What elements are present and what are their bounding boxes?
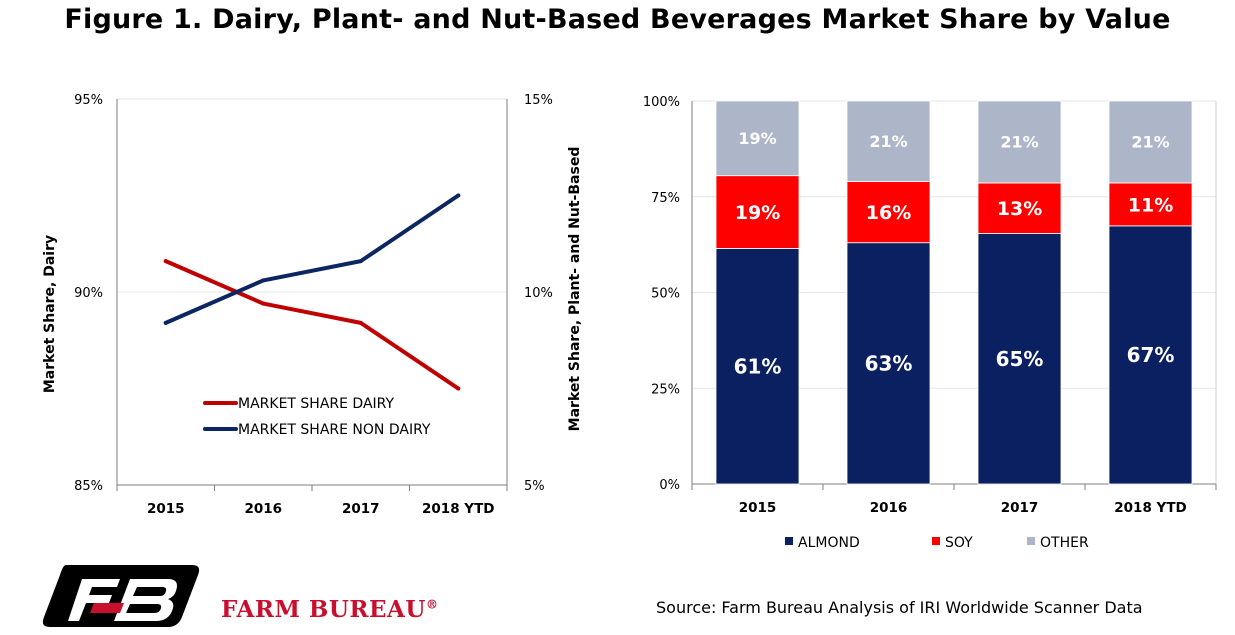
data-label: 65% bbox=[996, 347, 1044, 371]
y-tick-label: 95% bbox=[74, 93, 103, 108]
data-label: 61% bbox=[734, 354, 782, 378]
y-tick-label: 85% bbox=[74, 479, 103, 494]
bar-soy bbox=[715, 175, 800, 249]
legend-swatch bbox=[785, 537, 793, 545]
y-tick-label: 100% bbox=[643, 95, 680, 110]
x-tick-label: 2016 bbox=[870, 500, 908, 516]
bar-other bbox=[1108, 100, 1193, 184]
y-tick-label: 25% bbox=[651, 382, 680, 397]
x-tick-label: 2018 YTD bbox=[422, 501, 494, 517]
data-label: 63% bbox=[865, 352, 913, 376]
data-label: 13% bbox=[997, 198, 1042, 220]
x-tick-label: 2017 bbox=[342, 501, 380, 517]
series-line-non-dairy bbox=[163, 193, 461, 325]
bar-soy bbox=[977, 182, 1062, 234]
data-label: 16% bbox=[866, 202, 911, 224]
data-label: 19% bbox=[738, 129, 776, 148]
legend-label: MARKET SHARE DAIRY bbox=[238, 396, 394, 412]
fb-logo-icon bbox=[42, 565, 200, 627]
x-tick-label: 2018 YTD bbox=[1114, 500, 1186, 516]
x-tick-label: 2015 bbox=[739, 500, 777, 516]
y-tick-label: 90% bbox=[74, 286, 103, 301]
y-axis-title: Market Share, Dairy bbox=[42, 235, 58, 393]
y2-axis-title: Market Share, Plant- and Nut-Based bbox=[567, 147, 583, 432]
source-note: Source: Farm Bureau Analysis of IRI Worl… bbox=[656, 598, 1143, 617]
data-point bbox=[261, 278, 266, 283]
bar-almond bbox=[977, 233, 1062, 485]
data-label: 67% bbox=[1127, 343, 1175, 367]
data-label: 21% bbox=[869, 132, 907, 151]
legend-label: ALMOND bbox=[798, 535, 860, 551]
data-point bbox=[358, 320, 363, 325]
legend-label: OTHER bbox=[1040, 535, 1089, 551]
x-tick-label: 2016 bbox=[244, 501, 282, 517]
brand-name: FARM BUREAU® bbox=[221, 596, 439, 623]
y-tick-label: 75% bbox=[651, 191, 680, 206]
data-point bbox=[456, 386, 461, 391]
series-line-dairy bbox=[163, 259, 461, 391]
bar-almond bbox=[1108, 225, 1193, 485]
y2-tick-label: 5% bbox=[524, 479, 545, 494]
data-point bbox=[358, 259, 363, 264]
data-point bbox=[163, 320, 168, 325]
legend-label: SOY bbox=[945, 535, 973, 551]
bar-other bbox=[715, 100, 800, 177]
x-tick-label: 2017 bbox=[1001, 500, 1039, 516]
x-tick-label: 2015 bbox=[147, 501, 185, 517]
legend-swatch bbox=[1027, 537, 1035, 545]
data-point bbox=[261, 301, 266, 306]
bar-other bbox=[977, 100, 1062, 184]
y-tick-label: 50% bbox=[651, 287, 680, 302]
data-label: 19% bbox=[735, 202, 780, 224]
y-tick-label: 0% bbox=[659, 478, 680, 493]
legend-label: MARKET SHARE NON DAIRY bbox=[238, 422, 431, 438]
bar-other bbox=[846, 100, 931, 182]
legend-swatch bbox=[932, 537, 940, 545]
y2-tick-label: 10% bbox=[524, 286, 553, 301]
y2-tick-label: 15% bbox=[524, 93, 553, 108]
figure-title: Figure 1. Dairy, Plant- and Nut-Based Be… bbox=[64, 4, 1171, 35]
data-point bbox=[163, 259, 168, 264]
data-label: 21% bbox=[1000, 133, 1038, 152]
data-label: 11% bbox=[1128, 194, 1173, 216]
bar-soy bbox=[1108, 182, 1193, 227]
data-point bbox=[456, 193, 461, 198]
bar-almond bbox=[715, 248, 800, 485]
data-label: 21% bbox=[1131, 133, 1169, 152]
bar-soy bbox=[846, 181, 931, 244]
